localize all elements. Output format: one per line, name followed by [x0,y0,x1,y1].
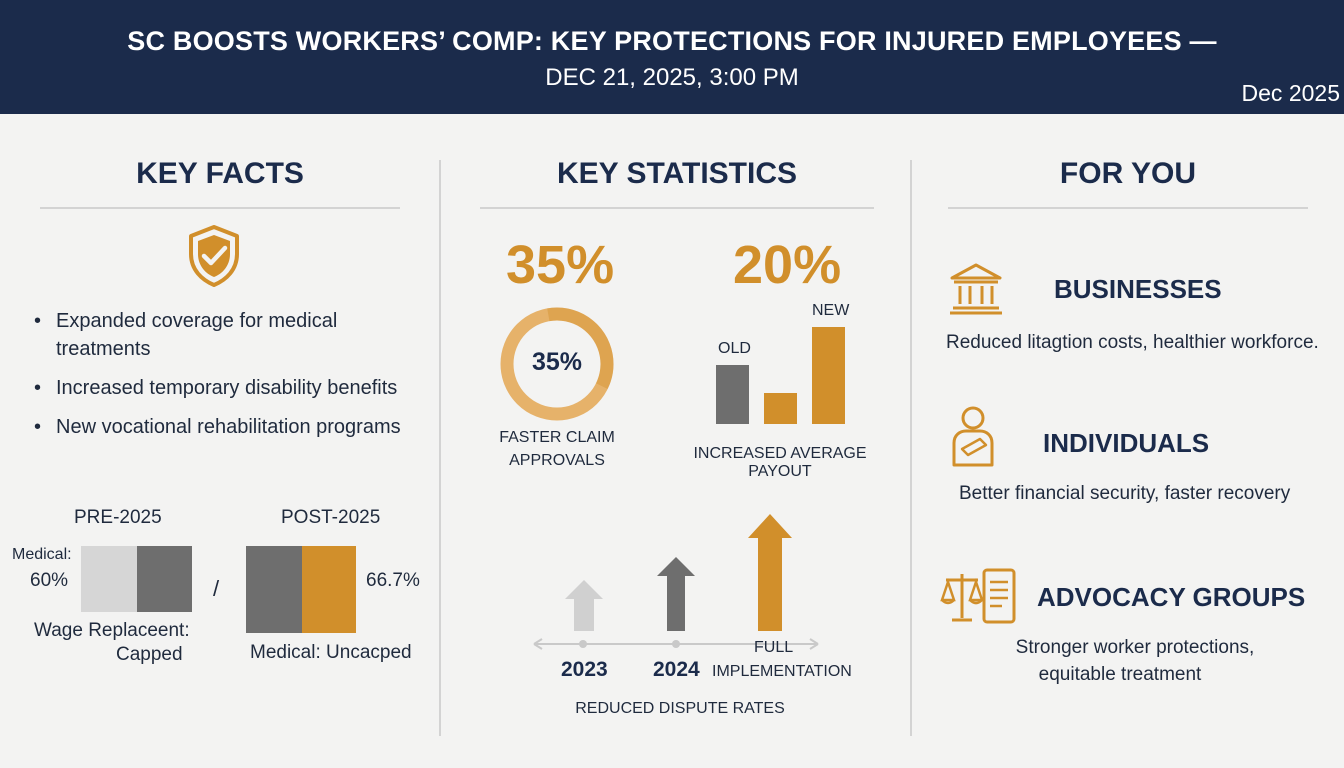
group-title-businesses: BUSINESSES [1054,274,1222,304]
column-divider [910,160,912,736]
header-banner: SC BOOSTS WORKERS’ COMP: KEY PROTECTIONS… [0,0,1344,114]
column-divider [439,160,441,736]
headline: SC BOOSTS WORKERS’ COMP: KEY PROTECTIONS… [127,26,1217,56]
key-statistics-title: KEY STATISTICS [556,157,798,190]
pre-bar-light [81,546,137,612]
stat-payout-value: 20% [733,235,842,295]
post-bar-gold [302,546,356,633]
payout-label: INCREASED AVERAGE PAYOUT [693,445,867,480]
key-facts-title: KEY FACTS [136,157,304,190]
section-rule [40,207,400,209]
pre-2025-label: PRE-2025 [74,507,162,528]
timeline-full-line1: FULL [754,639,794,656]
timeline-2023: 2023 [561,658,608,681]
timeline-full-line2: IMPLEMENTATION [712,663,852,680]
pre-bar-dark [137,546,192,612]
group-text-businesses: Reduced litagtion costs, healthier workf… [946,332,1319,353]
for-you-title: FOR YOU [1059,157,1197,190]
pre-wage-label: Wage Replaceent: [34,620,190,641]
injured-person-icon [952,406,994,467]
payout-bar-new [812,327,845,424]
payout-bar-mid [764,393,797,424]
group-title-individuals: INDIVIDUALS [1043,428,1210,458]
bullet-item-continued: treatments [56,338,151,360]
group-title-advocacy: ADVOCACY GROUPS [1037,582,1306,612]
group-text-advocacy-line2: equitable treatment [1038,664,1202,685]
scales-document-icon [940,568,1016,624]
bullet-item: • Increased temporary disability benefits [34,377,398,399]
new-label: NEW [812,302,850,319]
bullet-item: • New vocational rehabilitation programs [34,416,401,438]
post-value: 66.7% [366,570,420,591]
pre-medical-label: Medical: [12,546,72,563]
bullet-item: • Expanded coverage for medical [34,310,338,332]
pre-medical-value: 60% [30,570,69,591]
dispute-caption: REDUCED DISPUTE RATES [575,700,785,717]
shield-check-icon [189,225,239,287]
post-2025-label: POST-2025 [281,507,381,528]
post-bar-dark [246,546,302,633]
comparison-separator: / [213,576,220,601]
dispute-timeline-chart [533,514,819,650]
section-rule [480,207,874,209]
approvals-label-line2: APPROVALS [509,452,605,469]
old-label: OLD [718,340,751,357]
date-badge: Dec 2025 [1241,80,1340,106]
group-text-individuals: Better financial security, faster recove… [959,483,1291,504]
section-rule [948,207,1308,209]
approvals-ring [500,307,614,421]
approvals-label-line1: FASTER CLAIM [499,429,615,446]
payout-bar-old [716,365,749,424]
bank-icon [950,263,1002,315]
ring-center-value: 35% [531,348,583,376]
stat-approvals-value: 35% [506,235,615,295]
headline-date: DEC 21, 2025, 3:00 PM [545,64,799,91]
post-medical-label: Medical: Uncacped [250,642,412,663]
pre-wage-value: Capped [116,644,183,665]
group-text-advocacy-line1: Stronger worker protections, [1015,637,1255,658]
timeline-2024: 2024 [653,658,700,681]
